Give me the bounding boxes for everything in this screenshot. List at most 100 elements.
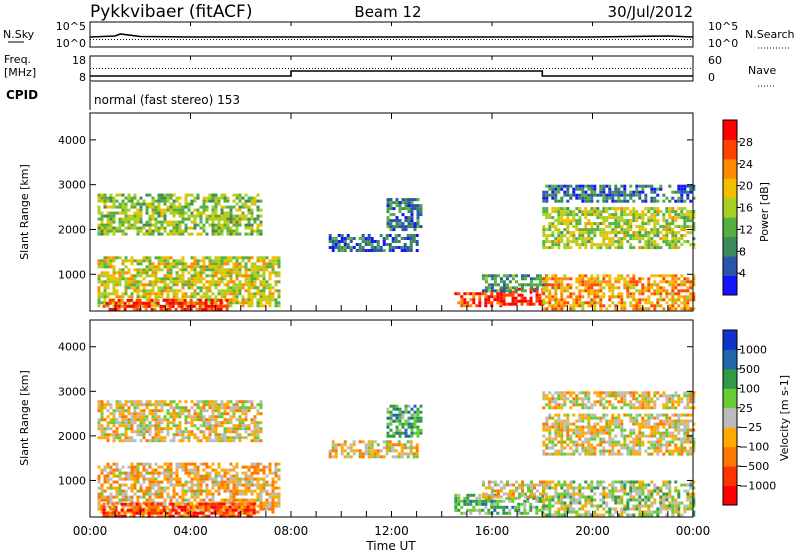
power-region — [328, 234, 419, 252]
power-cell — [581, 240, 585, 244]
power-cell — [623, 219, 627, 223]
velocity-cell — [542, 480, 545, 484]
power-cell — [220, 295, 224, 299]
power-cell — [226, 217, 230, 221]
power-cell — [343, 237, 347, 240]
power-cell — [198, 298, 202, 302]
velocity-cell — [181, 406, 185, 410]
velocity-cell — [157, 427, 161, 431]
power-cell — [563, 304, 567, 308]
power-cell — [250, 286, 254, 290]
power-cell — [581, 210, 585, 214]
velocity-cell — [166, 430, 170, 434]
power-cell — [364, 249, 368, 252]
power-cell — [136, 214, 140, 218]
power-cell — [97, 199, 101, 203]
power-cell — [165, 298, 169, 302]
velocity-cell — [135, 502, 139, 506]
power-cell — [487, 295, 491, 299]
velocity-cell — [484, 492, 488, 496]
power-cell — [181, 208, 185, 212]
power-cell — [259, 256, 263, 260]
velocity-cell — [569, 434, 573, 438]
power-cell — [551, 295, 555, 299]
velocity-cell — [205, 418, 209, 422]
velocity-cell — [163, 489, 167, 493]
power-cell — [226, 205, 230, 209]
power-cell — [211, 199, 215, 203]
velocity-cell — [166, 495, 170, 499]
velocity-cell — [121, 504, 125, 508]
velocity-cell — [262, 465, 266, 469]
velocity-cell — [234, 505, 238, 509]
power-cell — [505, 293, 509, 297]
velocity-cell — [100, 418, 104, 422]
power-cell — [602, 210, 606, 214]
velocity-cell — [237, 505, 241, 509]
velocity-cell — [247, 474, 251, 478]
velocity-cell — [229, 501, 233, 505]
velocity-cell — [277, 477, 281, 481]
power-cell — [671, 274, 675, 278]
power-cell — [208, 268, 212, 272]
power-cell — [538, 302, 542, 306]
power-cell — [208, 199, 212, 203]
power-cell — [578, 298, 582, 302]
power-cell — [517, 293, 521, 297]
power-cell — [160, 196, 164, 200]
power-cell — [184, 199, 188, 203]
power-cell — [106, 271, 110, 275]
power-cell — [599, 246, 603, 250]
velocity-cell — [100, 403, 104, 407]
power-cell — [481, 277, 485, 281]
power-cell — [548, 295, 552, 299]
power-cell — [172, 214, 176, 218]
velocity-cell — [253, 433, 257, 437]
power-cell — [689, 295, 693, 299]
power-cell — [557, 187, 561, 191]
velocity-cell — [211, 477, 215, 481]
power-cell — [542, 280, 546, 284]
power-ytick-label: 3000 — [58, 179, 86, 192]
velocity-cell — [457, 508, 461, 512]
velocity-cell — [192, 505, 196, 509]
velocity-cell — [250, 474, 254, 478]
velocity-cell — [256, 427, 260, 431]
power-cell — [644, 193, 648, 197]
velocity-cell — [253, 471, 257, 475]
velocity-cell — [238, 427, 242, 431]
velocity-cell — [235, 483, 239, 487]
power-cell — [103, 274, 107, 278]
velocity-cell — [232, 424, 236, 428]
velocity-cell — [214, 418, 218, 422]
velocity-cell — [171, 508, 175, 512]
velocity-cell — [154, 468, 158, 472]
velocity-cell — [225, 514, 229, 518]
velocity-region — [328, 440, 419, 459]
power-cell — [590, 213, 594, 217]
velocity-cell — [244, 412, 248, 416]
power-cell — [650, 213, 654, 217]
velocity-cell — [214, 477, 218, 481]
power-cell — [484, 274, 488, 278]
power-cell — [692, 307, 696, 311]
velocity-cell — [109, 468, 113, 472]
power-cell — [163, 229, 167, 233]
power-cell — [150, 307, 154, 311]
power-cell — [160, 295, 164, 299]
power-cell — [641, 225, 645, 229]
velocity-cell — [493, 495, 497, 499]
velocity-cell — [196, 471, 200, 475]
power-cell — [187, 232, 191, 236]
velocity-cell — [401, 416, 405, 420]
power-cell — [647, 222, 651, 226]
velocity-cell — [217, 406, 221, 410]
velocity-cell — [193, 415, 197, 419]
velocity-cell — [259, 430, 263, 434]
velocity-cell — [142, 421, 146, 425]
velocity-cell — [148, 483, 152, 487]
power-cell — [217, 271, 221, 275]
power-cell — [124, 265, 128, 269]
power-cell — [133, 280, 137, 284]
power-cell — [623, 280, 627, 284]
